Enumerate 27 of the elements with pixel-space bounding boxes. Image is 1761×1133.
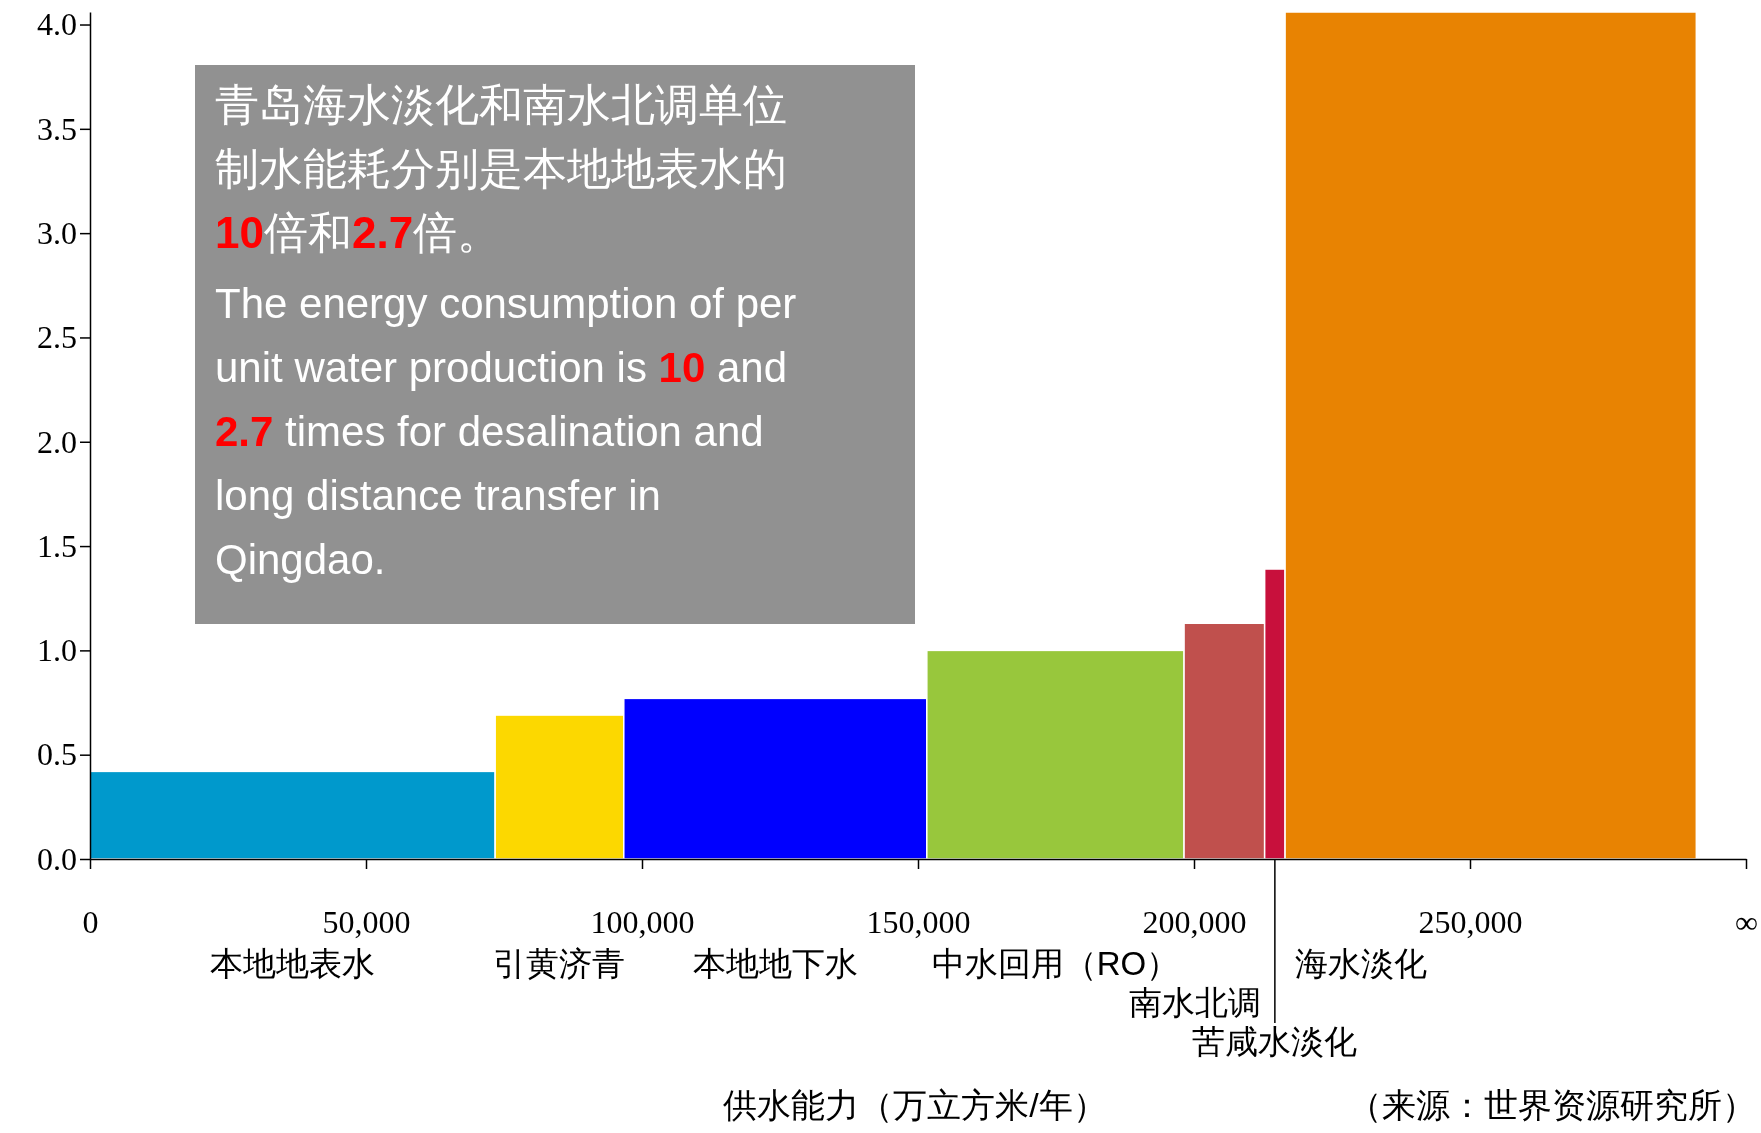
x-tick-label: 200,000 [1142,903,1247,940]
text: 南水北调 [1128,984,1261,1021]
text: 海水淡化 [1295,945,1428,982]
y-tick-label: 2.0 [37,423,77,460]
text: 苦咸水淡化 [1192,1023,1358,1060]
y-tick-label: 3.5 [37,110,77,147]
x-tick-label: 50,000 [322,903,411,940]
x-tick-label: ∞ [1735,903,1758,940]
y-tick-label: 2.5 [37,319,77,356]
text: （来源：世界资源研究所） [1348,1087,1756,1124]
text: 本地地下水 [692,945,858,982]
y-tick-label: 3.0 [37,214,77,251]
y-tick-label: 1.5 [37,527,77,564]
text: 本地地表水 [210,945,376,982]
x-tick-label: 150,000 [866,903,971,940]
y-tick-label: 1.0 [37,632,77,669]
text: The energy consumption of per unit water production is 10 and 2.7 times for desalination and long distance transfer in Qingdao. [215,280,797,583]
x-tick-label: 100,000 [590,903,695,940]
y-tick-label: 0.0 [37,840,77,877]
y-tick-label: 0.5 [37,736,77,773]
y-tick-label: 4.0 [37,6,77,43]
text: 中水回用（RO） [931,945,1180,982]
x-tick-label: 250,000 [1418,903,1523,940]
x-tick-label: 0 [82,903,99,940]
text: 引黄济青 [493,945,626,982]
annotation: 青岛海水淡化和南水北调单位制水能耗分别是本地地表水的10倍和2.7倍。 [215,80,787,257]
x-axis-title: 供水能力（万立方米/年） [723,1086,1107,1124]
